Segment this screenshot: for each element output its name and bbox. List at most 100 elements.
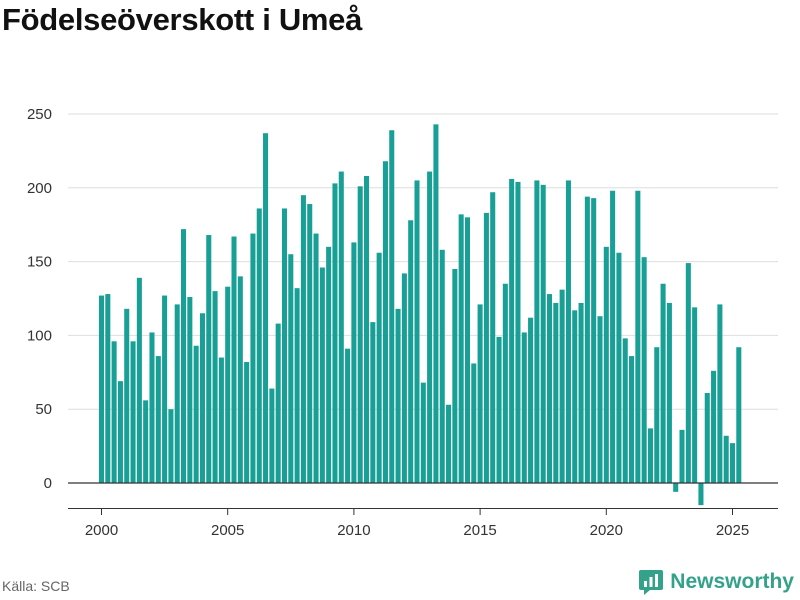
bar bbox=[490, 192, 496, 483]
bar bbox=[376, 252, 382, 483]
bar bbox=[307, 204, 313, 483]
bar bbox=[622, 338, 628, 483]
bar bbox=[496, 336, 502, 483]
bar bbox=[199, 313, 205, 483]
bar bbox=[168, 409, 174, 483]
x-tick-label: 2015 bbox=[463, 522, 496, 539]
bar bbox=[98, 295, 105, 483]
bar bbox=[269, 388, 275, 483]
bar bbox=[345, 348, 351, 483]
bar bbox=[565, 180, 571, 484]
bar-series bbox=[98, 124, 742, 506]
bar bbox=[559, 289, 565, 483]
bar bbox=[256, 208, 262, 484]
bar bbox=[629, 356, 635, 483]
bar bbox=[729, 443, 736, 483]
y-tick-label: 100 bbox=[27, 327, 52, 344]
bar bbox=[458, 214, 464, 484]
bar bbox=[471, 363, 477, 483]
bar bbox=[155, 356, 161, 483]
bar bbox=[427, 171, 433, 483]
bar bbox=[698, 483, 704, 506]
bar bbox=[692, 307, 698, 483]
bar bbox=[212, 291, 218, 483]
bar bbox=[250, 233, 256, 483]
bar bbox=[225, 286, 231, 483]
bar bbox=[363, 175, 370, 483]
source-note: Källa: SCB bbox=[2, 578, 70, 594]
x-tick-label: 2020 bbox=[590, 522, 623, 539]
bar bbox=[685, 263, 691, 483]
bar bbox=[591, 198, 597, 483]
bar bbox=[660, 283, 666, 483]
bar bbox=[288, 254, 294, 483]
bar bbox=[338, 171, 344, 483]
bar bbox=[275, 323, 281, 483]
bar bbox=[711, 370, 717, 483]
bar bbox=[452, 268, 458, 483]
bar bbox=[281, 208, 288, 484]
bar bbox=[218, 357, 224, 483]
bar bbox=[244, 361, 250, 483]
bar bbox=[294, 288, 300, 483]
bar bbox=[679, 429, 685, 483]
bar bbox=[578, 302, 584, 483]
bar bbox=[464, 217, 471, 483]
bar bbox=[584, 196, 590, 483]
bar bbox=[300, 195, 306, 483]
bar bbox=[124, 308, 130, 483]
bar bbox=[357, 186, 363, 483]
bar bbox=[704, 392, 710, 483]
bar bbox=[162, 295, 168, 483]
bar bbox=[149, 332, 155, 483]
brand-logo[interactable]: Newsworthy bbox=[638, 568, 794, 596]
y-tick-label: 50 bbox=[35, 401, 52, 418]
bar bbox=[395, 308, 401, 483]
x-tick-label: 2010 bbox=[337, 522, 370, 539]
x-tick-label: 2005 bbox=[211, 522, 244, 539]
y-tick-label: 250 bbox=[27, 106, 52, 123]
bar bbox=[117, 381, 123, 483]
bar bbox=[187, 297, 193, 483]
bar bbox=[673, 483, 679, 492]
bar bbox=[313, 233, 319, 483]
bar bbox=[509, 178, 515, 483]
bar bbox=[332, 183, 338, 483]
bar bbox=[641, 257, 647, 483]
x-tick-label: 2000 bbox=[85, 522, 118, 539]
newsworthy-logo-icon bbox=[639, 570, 664, 595]
bar bbox=[597, 316, 603, 483]
bar bbox=[616, 252, 622, 483]
bar bbox=[540, 184, 546, 483]
bar bbox=[370, 322, 376, 483]
bar bbox=[433, 124, 439, 483]
bar bbox=[206, 235, 212, 483]
bar bbox=[736, 347, 742, 483]
bar bbox=[502, 283, 508, 483]
bar bbox=[420, 382, 426, 483]
x-tick-label: 2025 bbox=[716, 522, 749, 539]
bar bbox=[326, 246, 332, 483]
brand-name: Newsworthy bbox=[670, 570, 794, 593]
bar bbox=[351, 242, 357, 483]
bar bbox=[635, 190, 641, 483]
axes: 2000 2005 2010 2015 2020 2025 bbox=[68, 482, 778, 539]
bar bbox=[105, 294, 111, 483]
bar bbox=[181, 229, 187, 483]
bar bbox=[136, 277, 142, 483]
bar bbox=[439, 249, 445, 483]
bar bbox=[130, 341, 136, 483]
bar bbox=[483, 212, 489, 483]
bar bbox=[477, 304, 483, 483]
bar bbox=[231, 236, 237, 483]
bar bbox=[263, 133, 269, 484]
chart-title: Födelseöverskott i Umeå bbox=[2, 2, 363, 37]
bar bbox=[389, 130, 395, 483]
bar bbox=[534, 180, 540, 484]
y-tick-label: 0 bbox=[44, 475, 52, 492]
bar bbox=[382, 161, 388, 483]
bar bbox=[237, 276, 243, 483]
y-tick-label: 150 bbox=[27, 254, 52, 271]
bar bbox=[553, 302, 559, 483]
